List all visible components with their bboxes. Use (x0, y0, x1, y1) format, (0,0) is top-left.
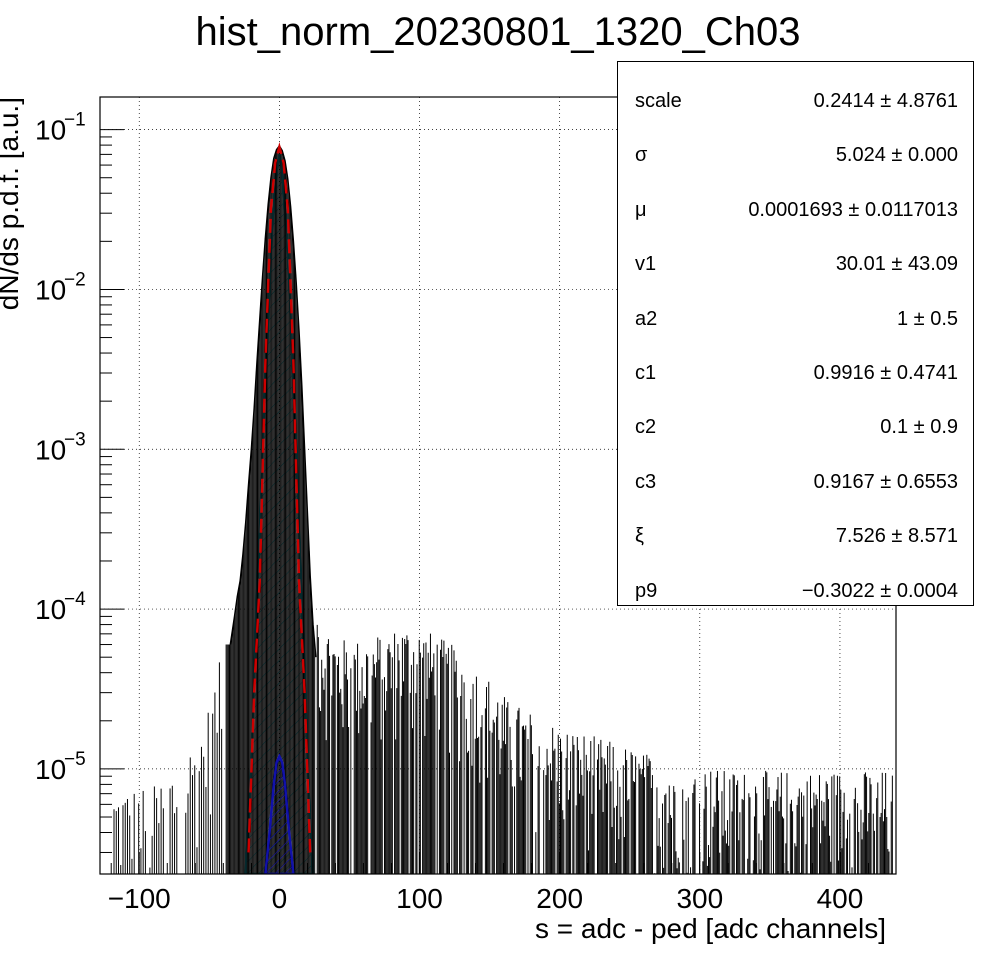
stat-row: c1 0.9916 ± 0.4741 (618, 344, 973, 398)
stat-value: 1 ± 0.5 (896, 307, 958, 330)
y-tick-label: 10 (35, 754, 66, 785)
stats-box: scale 0.2414 ± 4.8761 σ 5.024 ± 0.000 μ 0.000… (617, 61, 974, 606)
stat-name: c2 (635, 416, 657, 439)
x-tick-label: 200 (536, 883, 583, 914)
stat-value: 7.526 ± 8.571 (835, 525, 958, 548)
x-tick-label: 300 (676, 883, 723, 914)
histogram-envelope (229, 144, 317, 658)
stat-value: 0.9916 ± 0.4741 (813, 362, 958, 384)
stat-value: 5.024 ± 0.000 (835, 144, 958, 167)
stat-name: ξ (635, 525, 644, 548)
stat-value: 0.2414 ± 4.8761 (813, 90, 958, 112)
stat-name: p9 (635, 579, 658, 602)
stat-value: 0.1 ± 0.9 (880, 416, 958, 439)
x-axis-label: s = adc - ped [adc channels] (535, 913, 886, 944)
stat-name: μ (635, 198, 647, 221)
stat-value: 0.9167 ± 0.6553 (813, 470, 958, 493)
data-layer (113, 141, 893, 874)
y-tick-exponent: −1 (64, 110, 86, 131)
stat-name: scale (635, 90, 682, 112)
stat-name: σ (635, 144, 648, 167)
y-tick-label: 10 (35, 274, 66, 305)
y-tick-exponent: −2 (64, 269, 86, 290)
stat-name: v1 (635, 253, 657, 276)
y-tick-label: 10 (35, 115, 66, 146)
stat-row: scale 0.2414 ± 4.8761 (618, 72, 973, 126)
x-tick-label: −100 (108, 883, 171, 914)
blue-component-area (264, 753, 295, 874)
x-tick-label: 100 (396, 883, 443, 914)
y-axis-label: dN/ds p.d.f. [a.u.] (0, 97, 24, 310)
y-tick-exponent: −4 (64, 589, 86, 610)
stat-name: c3 (635, 470, 657, 493)
stat-name: c1 (635, 362, 657, 384)
x-tick-label: 400 (817, 883, 864, 914)
stat-row: p9 −0.3022 ± 0.0004 (618, 562, 973, 616)
y-tick-label: 10 (35, 594, 66, 625)
stat-row: a2 1 ± 0.5 (618, 290, 973, 344)
stat-row: c2 0.1 ± 0.9 (618, 398, 973, 452)
stat-row: μ 0.0001693 ± 0.0117013 (618, 181, 973, 235)
stat-row: ξ 7.526 ± 8.571 (618, 507, 973, 561)
chart-title: hist_norm_20230801_1320_Ch03 (195, 10, 801, 54)
axis-ticks (100, 129, 897, 874)
stat-row: σ 5.024 ± 0.000 (618, 126, 973, 180)
stat-value: 30.01 ± 43.09 (835, 253, 958, 276)
stat-value: −0.3022 ± 0.0004 (801, 579, 958, 602)
stat-name: a2 (635, 307, 658, 330)
y-tick-label: 10 (35, 434, 66, 465)
total-fit-line (247, 141, 312, 853)
y-tick-exponent: −5 (64, 749, 86, 770)
x-tick-label: 0 (272, 883, 288, 914)
stat-row: v1 30.01 ± 43.09 (618, 235, 973, 289)
y-tick-exponent: −3 (64, 429, 86, 450)
stat-value: 0.0001693 ± 0.0117013 (748, 198, 958, 221)
stat-row: c3 0.9167 ± 0.6553 (618, 453, 973, 507)
